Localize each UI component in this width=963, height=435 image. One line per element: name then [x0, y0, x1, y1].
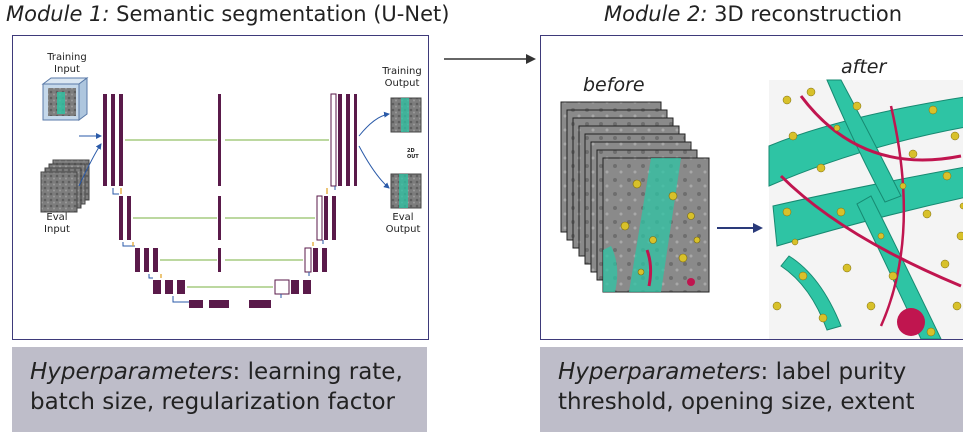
skip-connections [125, 139, 329, 288]
decoder-level-4 [274, 279, 311, 295]
training-output-label: Training Output [382, 66, 422, 89]
encoder-level-4 [153, 280, 185, 294]
eval-input-stack [40, 159, 90, 213]
bottleneck [189, 300, 271, 308]
front-slice-annotations [603, 158, 701, 292]
reconstruction-panel: before after [540, 35, 963, 340]
decoder-level-3 [304, 247, 327, 273]
module-connector-arrow [444, 54, 536, 64]
after-reconstruction [768, 79, 963, 339]
module1-title: Module 1: Semantic segmentation (U-Net) [6, 2, 450, 26]
module2-hyperparameters: Hyperparameters: label purity threshold,… [540, 347, 963, 432]
training-input-volume [41, 77, 89, 121]
decoder-level-1 [330, 93, 357, 187]
eval-output-image [390, 173, 422, 209]
eval-input-label: Eval Input [44, 212, 70, 235]
encoder-level-2 [119, 196, 131, 240]
decoder-level-2 [316, 195, 336, 241]
after-label: after [841, 56, 887, 78]
encoder-level-3 [135, 248, 158, 272]
crop-columns [218, 94, 221, 272]
module2-title: Module 2: 3D reconstruction [604, 2, 903, 26]
2d-out-label: 2D OUT [407, 148, 419, 160]
unet-diagram [40, 77, 422, 308]
sampling-arrows [112, 186, 336, 303]
training-output-image [390, 97, 422, 133]
module1-hyperparameters: Hyperparameters: learning rate, batch si… [12, 347, 427, 432]
before-stack [560, 79, 963, 339]
eval-output-label: Eval Output [385, 212, 421, 235]
training-input-label: Training Input [47, 52, 87, 75]
before-label: before [583, 74, 645, 96]
encoder-level-1 [103, 94, 123, 186]
unet-diagram-panel: Training Input Eval Input Training Outpu… [12, 35, 429, 340]
upconv-markers [120, 188, 328, 278]
